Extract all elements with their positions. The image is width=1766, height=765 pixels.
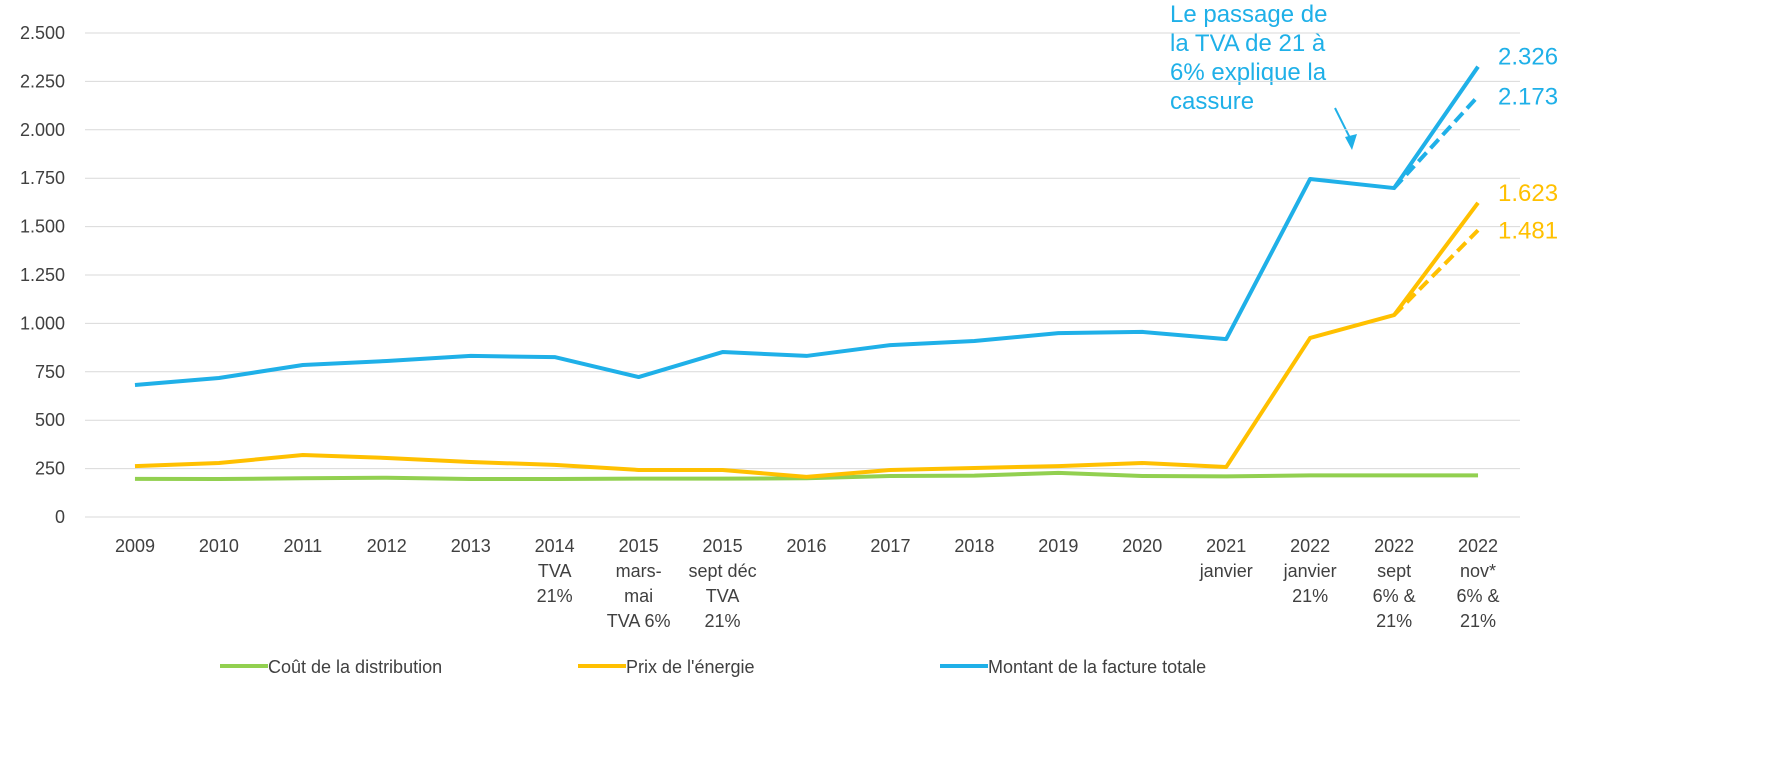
y-tick-label: 250	[35, 459, 65, 479]
legend-label: Coût de la distribution	[268, 657, 442, 677]
y-tick-label: 1.250	[20, 265, 65, 285]
x-tick-label: 2010	[199, 536, 239, 556]
value-label: 1.481	[1498, 217, 1558, 244]
x-tick-label: 2022 nov* 6% & 21%	[1457, 536, 1500, 631]
value-label: 2.173	[1498, 83, 1558, 110]
x-tick-label: 2022 janvier 21%	[1283, 536, 1337, 606]
legend-label: Montant de la facture totale	[988, 657, 1206, 677]
x-tick-label: 2015 sept déc TVA 21%	[689, 536, 757, 631]
x-tick-label: 2015 mars-mai TVA 6%	[607, 536, 671, 631]
annotation-arrowhead	[1345, 134, 1357, 150]
y-tick-label: 2.500	[20, 23, 65, 43]
x-tick-label: 2017	[870, 536, 910, 556]
y-tick-label: 2.250	[20, 71, 65, 91]
x-tick-label: 2012	[367, 536, 407, 556]
y-tick-label: 1.000	[20, 313, 65, 333]
y-tick-label: 1.750	[20, 168, 65, 188]
x-tick-label: 2016	[786, 536, 826, 556]
value-label: 2.326	[1498, 44, 1558, 71]
annotation: Le passage de la TVA de 21 à 6% explique l…	[1170, 1, 1327, 115]
x-tick-label: 2014 TVA 21%	[535, 536, 575, 606]
value-label: 1.623	[1498, 180, 1558, 207]
line	[134, 201, 1480, 479]
x-tick-label: 2022 sept 6% & 21%	[1373, 536, 1416, 631]
dashed-line	[1392, 228, 1480, 317]
y-tick-label: 750	[35, 362, 65, 382]
y-tick-label: 2.000	[20, 120, 65, 140]
x-tick-label: 2009	[115, 536, 155, 556]
x-tick-label: 2013	[451, 536, 491, 556]
x-tick-label: 2011	[283, 536, 322, 556]
y-tick-label: 0	[55, 507, 65, 527]
legend-label: Prix de l'énergie	[626, 657, 755, 677]
x-tick-label: 2019	[1038, 536, 1078, 556]
dashed-line	[1392, 94, 1480, 190]
x-tick-label: 2018	[954, 536, 994, 556]
x-tick-label: 2021 janvier	[1199, 536, 1253, 581]
x-tick-label: 2020	[1122, 536, 1162, 556]
line	[134, 65, 1480, 387]
y-tick-label: 500	[35, 410, 65, 430]
y-tick-label: 1.500	[20, 217, 65, 237]
